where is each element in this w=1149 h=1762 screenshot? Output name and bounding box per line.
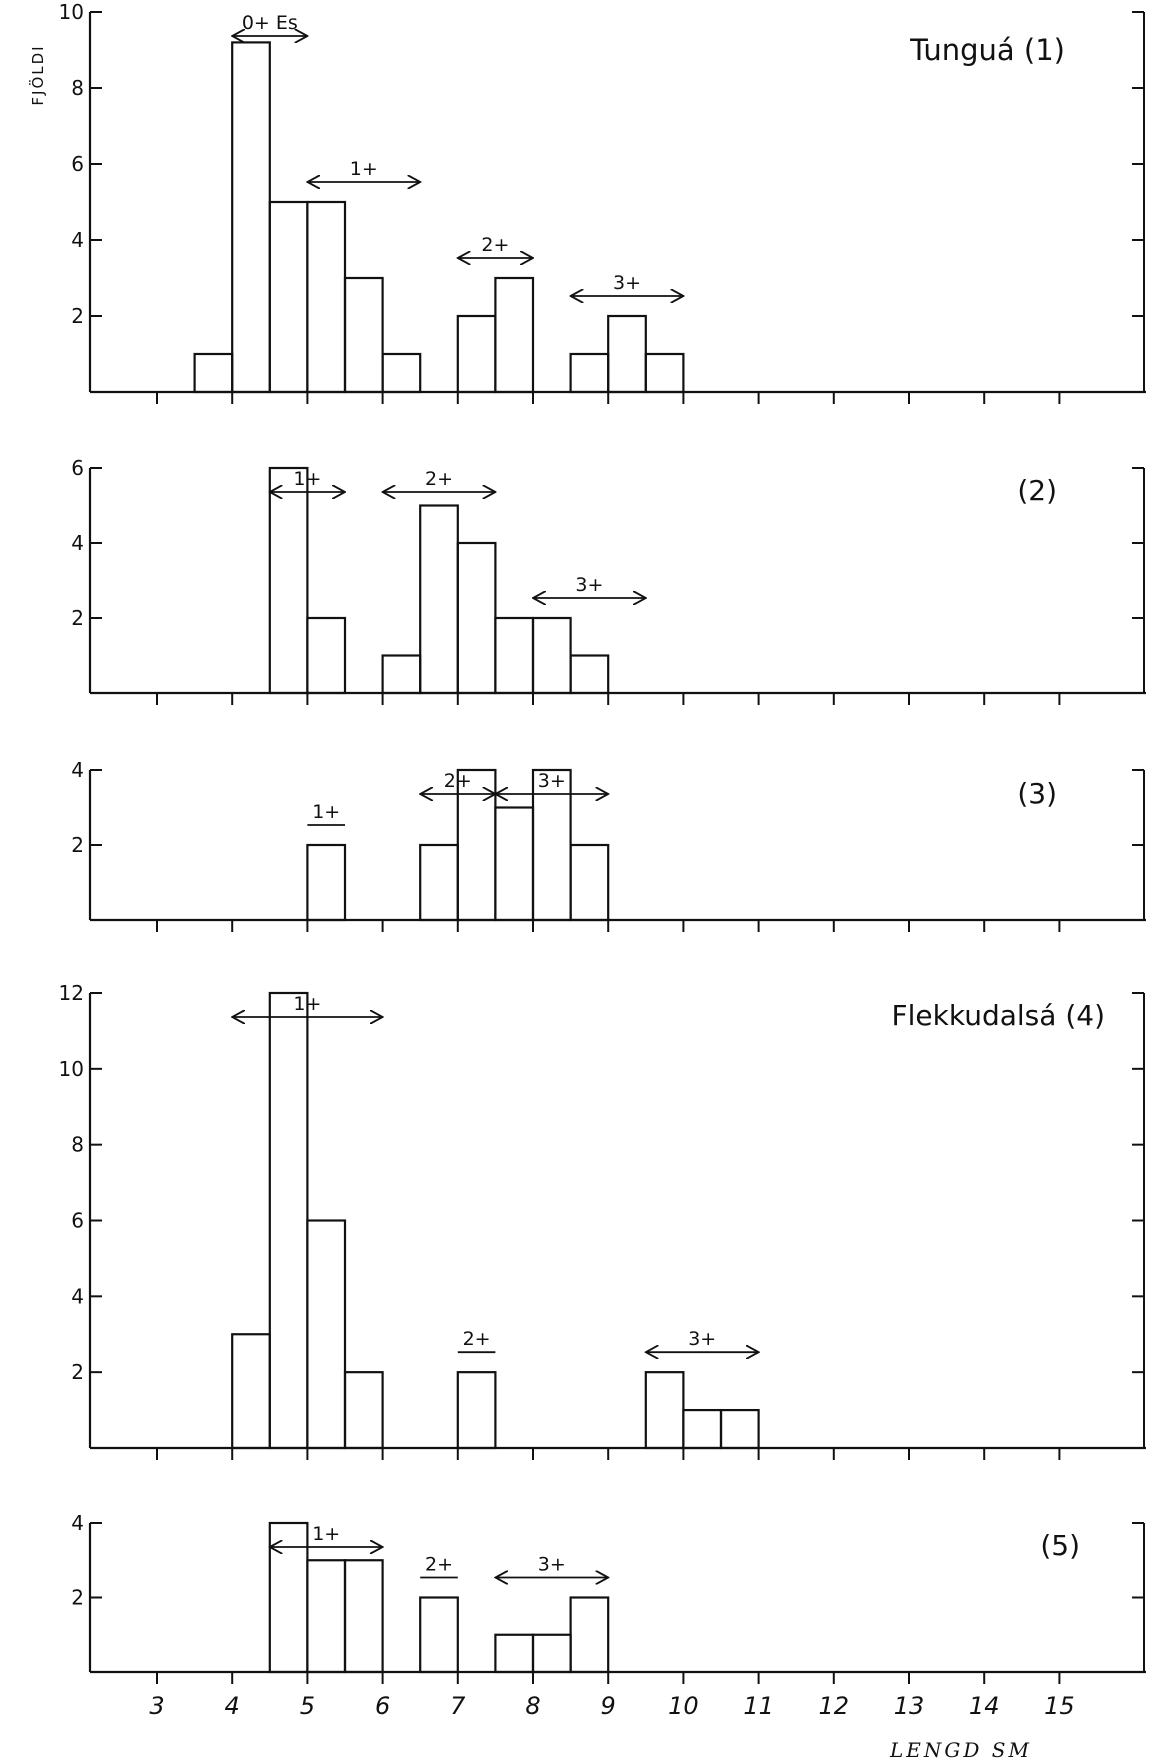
panel-1-bar <box>193 352 234 394</box>
panel-4-bar <box>343 1371 384 1450</box>
panel-5-title: (5) <box>1040 1529 1080 1562</box>
panel-4-ytick-label: 4 <box>71 1284 84 1308</box>
panel-5-age-label: 1+ <box>312 1523 340 1545</box>
panel-4-ytick-label: 8 <box>71 1133 84 1157</box>
panel-2-title: (2) <box>1017 474 1057 507</box>
panel-3-title: (3) <box>1017 777 1057 810</box>
panel-1-ytick-label: 4 <box>71 228 84 252</box>
panel-4-ytick-label: 2 <box>71 1360 84 1384</box>
panel-4-bar <box>682 1408 723 1450</box>
panel-5-bar <box>268 1521 309 1674</box>
x-tick-label: 7 <box>450 1692 466 1720</box>
panel-4-bar <box>719 1408 760 1450</box>
panel-1-age-label: 2+ <box>481 234 509 256</box>
x-axis-label: LENGD SM <box>890 1738 1032 1762</box>
panel-1-bar <box>381 352 422 394</box>
panel-1-ytick-label: 8 <box>71 76 84 100</box>
panel-5-bar <box>494 1633 535 1674</box>
x-tick-label: 6 <box>375 1692 390 1720</box>
panel-1-bar <box>231 41 271 394</box>
panel-2-age-label: 1+ <box>293 468 321 490</box>
panel-3-bar <box>494 806 535 922</box>
panel-2-ytick-label: 4 <box>71 531 84 555</box>
panel-1-bar <box>607 314 647 394</box>
panel-2-bar <box>306 616 347 695</box>
panel-1-bar <box>494 276 535 394</box>
panel-5-bar <box>569 1596 610 1674</box>
panel-2-bar <box>419 504 459 695</box>
x-tick-label: 9 <box>601 1692 616 1720</box>
x-tick-label: 5 <box>300 1692 315 1720</box>
panel-1-bar <box>644 352 685 394</box>
panel-2-bar <box>494 616 535 695</box>
panel-5-bar <box>306 1559 347 1674</box>
panel-5-ytick-label: 4 <box>71 1511 84 1535</box>
panel-1-bar <box>343 276 384 394</box>
x-tick-label: 15 <box>1044 1692 1075 1720</box>
x-tick-label: 10 <box>668 1692 699 1720</box>
panel-4-age-label: 3+ <box>688 1328 716 1350</box>
panel-4-bar <box>644 1371 685 1450</box>
x-tick-label: 4 <box>225 1692 240 1720</box>
panel-4-age-label: 1+ <box>293 993 321 1015</box>
panel-1-bar <box>569 352 610 394</box>
panel-5-age-label: 3+ <box>538 1554 566 1576</box>
panel-5-ytick-label: 2 <box>71 1586 84 1610</box>
x-tick-label: 8 <box>525 1692 540 1720</box>
panel-3-bar <box>456 768 497 922</box>
panel-1-bar <box>306 200 347 394</box>
panel-3-bar <box>569 843 610 922</box>
panel-4-bar <box>306 1219 347 1450</box>
panel-2-age-label: 3+ <box>575 574 603 596</box>
panel-3-bar <box>419 843 459 922</box>
panel-1-title: Tunguá (1) <box>909 33 1065 67</box>
panel-1-ytick-label: 6 <box>71 152 84 176</box>
panel-4-ytick-label: 10 <box>59 1057 84 1081</box>
panel-1-age-label: 3+ <box>613 272 641 294</box>
x-tick-label: 11 <box>743 1692 774 1720</box>
panel-4-bar <box>456 1371 497 1450</box>
panel-1-ytick-label: 2 <box>71 304 84 328</box>
panel-3-age-label: 1+ <box>312 801 340 823</box>
panel-4-age-label: 2+ <box>463 1328 491 1350</box>
panel-2-bar <box>268 466 309 695</box>
panel-1-bar <box>268 200 309 394</box>
x-tick-label: 13 <box>894 1692 925 1720</box>
panel-2-bar <box>569 654 610 695</box>
panel-3-ytick-label: 2 <box>71 833 84 857</box>
panel-2-bar <box>531 616 572 695</box>
panel-4-ytick-label: 6 <box>71 1209 84 1233</box>
panel-2-ytick-label: 2 <box>71 606 84 630</box>
panel-1-age-label: 0+ Es <box>242 12 298 34</box>
panel-4-title: Flekkudalsá (4) <box>892 999 1105 1032</box>
panel-5-age-label: 2+ <box>425 1554 453 1576</box>
panel-3-age-label: 3+ <box>538 770 566 792</box>
panel-2-ytick-label: 6 <box>71 456 84 480</box>
panel-3-age-label: 2+ <box>444 770 472 792</box>
panel-1-ytick-label: 10 <box>59 0 84 24</box>
panel-4-bar <box>231 1333 271 1450</box>
x-tick-label: 3 <box>149 1692 164 1720</box>
panel-4-bar <box>268 991 309 1450</box>
x-tick-label: 14 <box>969 1692 1000 1720</box>
panel-3-bar <box>531 768 572 922</box>
panel-5-bar <box>343 1559 384 1674</box>
panel-2-bar <box>456 541 497 695</box>
panel-1-bar <box>456 314 497 394</box>
panel-3-bar <box>306 843 347 922</box>
panel-5-bar <box>419 1596 459 1674</box>
x-tick-label: 12 <box>819 1692 850 1720</box>
panel-3-ytick-label: 4 <box>71 758 84 782</box>
panel-5-bar <box>531 1633 572 1674</box>
panel-1-age-label: 1+ <box>350 158 378 180</box>
panel-2-bar <box>381 654 422 695</box>
panel-4-ytick-label: 12 <box>59 981 84 1005</box>
panel-2-age-label: 2+ <box>425 468 453 490</box>
